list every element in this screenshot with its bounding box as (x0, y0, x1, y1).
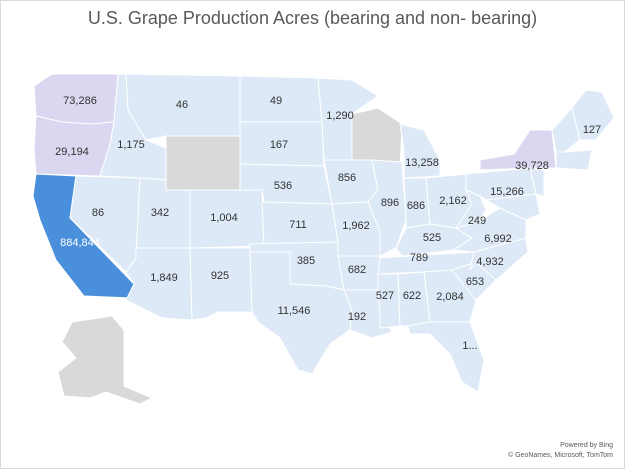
chart-title: U.S. Grape Production Acres (bearing and… (87, 8, 538, 28)
value-label-florida: 1... (462, 340, 477, 352)
value-label-montana: 46 (176, 99, 188, 111)
value-label-arizona: 1,849 (150, 272, 178, 284)
value-label-idaho: 1,175 (117, 139, 145, 151)
value-label-new-york: 39,728 (515, 160, 549, 172)
state-new-york[interactable] (479, 129, 557, 171)
map-credits: © GeoNames, Microsoft, TomTom (508, 452, 613, 459)
value-label-utah: 342 (151, 207, 169, 219)
value-label-missouri: 1,962 (342, 220, 370, 232)
value-label-alabama: 622 (403, 290, 421, 302)
value-label-tennessee: 789 (410, 252, 428, 264)
value-label-kansas: 711 (289, 219, 307, 231)
value-label-mississippi: 527 (376, 290, 394, 302)
state-illinois[interactable] (367, 159, 407, 257)
state-vermont-nh[interactable] (551, 106, 581, 153)
value-label-colorado: 1,004 (210, 212, 238, 224)
state-georgia[interactable] (423, 269, 477, 323)
value-label-texas: 11,546 (278, 305, 311, 317)
value-label-indiana: 686 (407, 200, 425, 212)
state-massachusetts-ct-ri[interactable] (555, 149, 593, 171)
state-delaware-maryland[interactable] (484, 193, 541, 221)
value-label-georgia: 2,084 (436, 291, 464, 303)
value-label-arkansas: 682 (348, 264, 366, 276)
value-label-west-virginia: 249 (468, 215, 486, 227)
state-alaska[interactable] (57, 315, 154, 405)
value-label-new-mexico: 925 (211, 270, 229, 282)
value-label-michigan: 13,258 (405, 157, 439, 169)
state-new-mexico[interactable] (189, 247, 253, 321)
value-label-virginia: 6,992 (484, 233, 512, 245)
value-label-california: 884,844 (60, 237, 100, 249)
powered-by-label: Powered by Bing (560, 442, 613, 449)
state-texas[interactable] (249, 251, 353, 375)
state-wyoming[interactable] (165, 135, 241, 191)
value-label-north-dakota: 49 (270, 95, 282, 107)
value-label-minnesota: 1,290 (326, 110, 354, 122)
state-virginia[interactable] (452, 207, 527, 253)
value-label-kentucky: 525 (423, 232, 441, 244)
value-label-nevada: 86 (92, 207, 104, 219)
state-florida[interactable] (407, 321, 485, 393)
value-label-pennsylvania: 15,266 (490, 186, 524, 198)
value-label-illinois: 896 (381, 197, 399, 209)
value-label-ohio: 2,162 (439, 195, 467, 207)
value-label-maine: 127 (583, 124, 601, 136)
value-label-oklahoma: 385 (297, 255, 315, 267)
value-label-iowa: 856 (338, 172, 356, 184)
state-maine[interactable] (571, 89, 615, 141)
value-label-oregon: 29,194 (55, 146, 89, 158)
value-label-nebraska: 536 (274, 180, 292, 192)
value-label-north-carolina: 4,932 (476, 256, 504, 268)
value-label-washington: 73,286 (63, 95, 97, 107)
value-label-louisiana: 192 (348, 311, 366, 323)
state-michigan[interactable] (399, 123, 441, 179)
state-arizona[interactable] (125, 247, 193, 321)
state-new-jersey[interactable] (529, 167, 545, 197)
value-label-south-carolina: 653 (466, 276, 484, 288)
value-label-south-dakota: 167 (270, 139, 288, 151)
